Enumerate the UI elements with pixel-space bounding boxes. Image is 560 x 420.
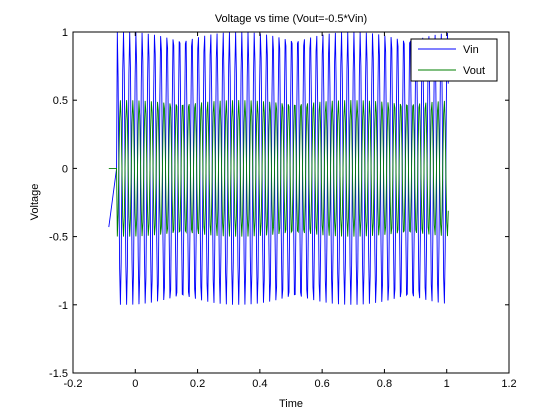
legend-label-vin: Vin [463,44,479,56]
y-ticks: -1.5 -1 -0.5 0 0.5 1 [49,27,509,380]
y-tick-label: -1 [58,300,68,312]
series-layer [108,32,449,305]
y-tick-label: -0.5 [49,232,68,244]
y-axis-label: Voltage [29,184,41,221]
y-tick-label: -1.5 [49,368,68,380]
series-line-vout [108,100,449,237]
legend-box [410,38,498,82]
x-tick-label: 0.2 [190,378,205,390]
x-tick-label: 0.6 [314,378,329,390]
chart-title: Voltage vs time (Vout=-0.5*Vin) [215,13,367,25]
x-ticks: -0.2 0 0.2 0.4 0.6 0.8 1 1.2 [64,32,517,390]
legend-label-vout: Vout [463,65,485,77]
y-tick-label: 1 [62,27,68,39]
x-tick-label: 0.4 [252,378,267,390]
legend: Vin Vout [410,38,498,82]
x-tick-label: 0.8 [377,378,392,390]
x-tick-label: 1.2 [501,378,516,390]
y-tick-label: 0 [62,163,68,175]
x-axis-label: Time [279,398,303,410]
series-line-vin [108,32,449,305]
axes-box [72,31,510,374]
x-tick-label: 0 [132,378,138,390]
x-tick-label: -0.2 [64,378,83,390]
y-tick-label: 0.5 [53,95,68,107]
x-tick-label: 1 [444,378,450,390]
